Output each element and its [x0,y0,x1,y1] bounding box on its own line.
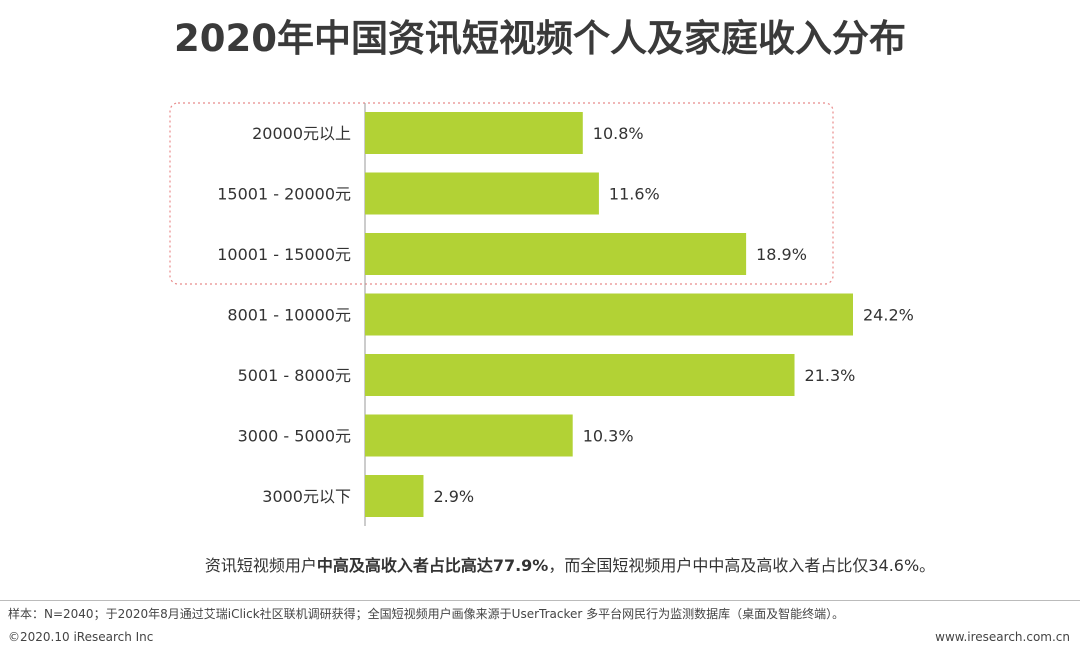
value-label-0: 10.8% [593,124,644,143]
category-label-1: 15001 - 20000元 [217,185,351,204]
summary-highlight: 中高及高收入者占比高达77.9% [316,556,549,575]
bar-3 [365,293,853,336]
value-label-1: 11.6% [609,185,660,204]
bar-chart: 20000元以上 10.8% 15001 - 20000元 11.6% 10001 - … [169,102,914,526]
chart-title: 2020年中国资讯短视频个人及家庭收入分布 [174,17,906,60]
category-label-6: 3000元以下 [262,487,351,506]
bar-4 [365,354,795,396]
highlight-box [169,102,834,285]
bar-0 [365,112,583,154]
category-label-2: 10001 - 15000元 [217,245,351,264]
category-label-0: 20000元以上 [252,124,351,143]
value-label-4: 21.3% [805,366,856,385]
category-label-5: 3000 - 5000元 [238,427,351,446]
summary-part1: 资讯短视频用户 [204,556,317,575]
bar-6 [365,475,424,517]
value-label-3: 24.2% [863,306,914,325]
value-label-2: 18.9% [756,245,807,264]
summary-text: 资讯短视频用户中高及高收入者占比高达77.9%，而全国短视频用户中中高及高收入者… [0,552,1080,576]
category-label-3: 8001 - 10000元 [227,306,351,325]
website-link[interactable]: www.iresearch.com.cn [935,630,1070,644]
footer-divider [0,600,1080,601]
bar-1 [365,172,599,215]
value-label-5: 10.3% [583,427,634,446]
summary-part2: ，而全国短视频用户中中高及高收入者占比仅34.6%。 [548,556,936,575]
copyright: ©2020.10 iResearch Inc [8,630,154,644]
category-label-4: 5001 - 8000元 [238,366,351,385]
bar-5 [365,414,573,457]
source-note: 样本：N=2040；于2020年8月通过艾瑞iClick社区联机调研获得；全国短… [8,607,845,621]
bar-2 [365,233,747,275]
value-label-6: 2.9% [433,487,474,506]
